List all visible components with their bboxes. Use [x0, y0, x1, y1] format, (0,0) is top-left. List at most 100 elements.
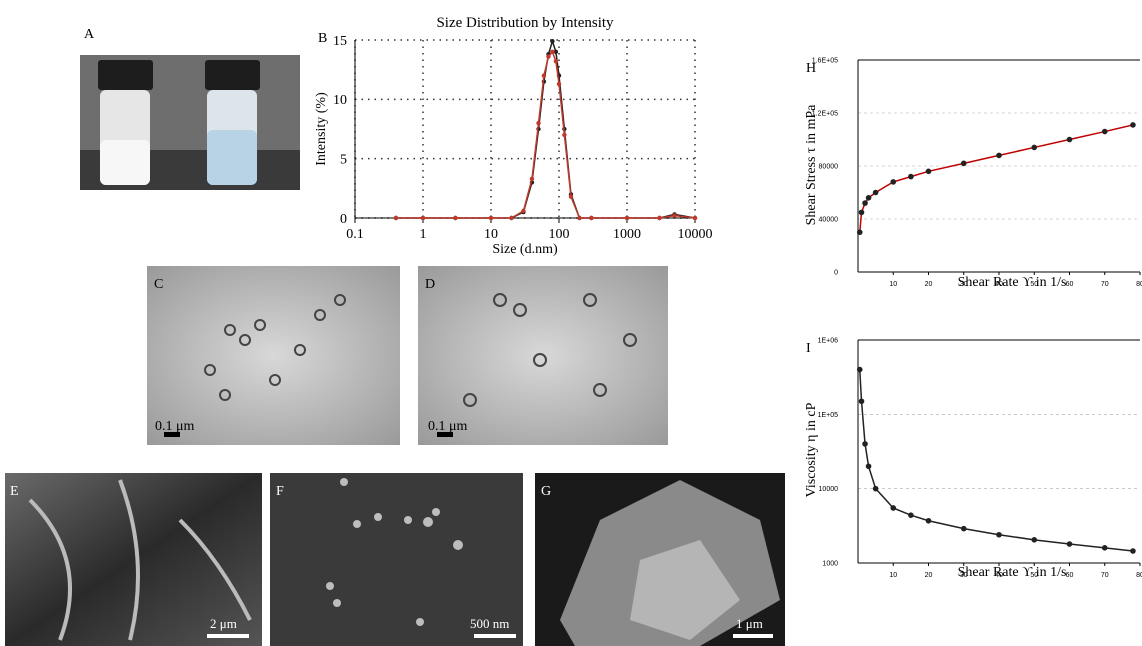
scale-label: 500 nm	[470, 616, 509, 631]
data-point	[873, 486, 879, 492]
photo-a	[80, 55, 300, 190]
x-tick-label: 20	[925, 572, 933, 579]
data-point	[657, 216, 661, 220]
scale-label: 1 μm	[736, 616, 763, 631]
x-tick-label: 70	[1101, 572, 1109, 579]
data-point	[554, 59, 558, 63]
panel-label: C	[154, 277, 163, 292]
x-axis-label: Size (d.nm)	[492, 242, 558, 257]
data-point	[625, 216, 629, 220]
data-point	[672, 213, 676, 217]
series-line	[860, 370, 1133, 551]
data-point	[562, 133, 566, 137]
data-point	[589, 216, 593, 220]
data-point	[557, 82, 561, 86]
y-axis-label: Viscosity η in cP	[804, 402, 819, 497]
figure: A C 0.1 μm D 0.1 μm E 2 μm F 500 nm G 1 …	[0, 0, 1142, 646]
data-point	[1130, 548, 1136, 554]
data-point	[1102, 129, 1108, 135]
data-point	[693, 216, 697, 220]
y-tick-label: 1000	[822, 560, 838, 567]
data-point	[489, 216, 493, 220]
x-tick-label: 70	[1101, 281, 1109, 288]
x-tick-label: 100	[549, 227, 570, 242]
data-point	[421, 216, 425, 220]
data-point	[866, 195, 872, 201]
data-point	[1067, 137, 1073, 143]
data-point	[1031, 537, 1037, 543]
x-tick-label: 10	[889, 572, 897, 579]
y-tick-label: 10000	[819, 486, 839, 493]
data-point	[859, 210, 865, 216]
y-tick-label: 0	[340, 212, 347, 227]
y-tick-label: 5	[340, 153, 347, 168]
data-point	[1031, 145, 1037, 151]
x-tick-label: 10000	[678, 227, 713, 242]
x-tick-label: 10	[889, 281, 897, 288]
panel-label: A	[84, 27, 95, 42]
scale-label: 2 μm	[210, 616, 237, 631]
data-point	[873, 190, 879, 196]
data-point	[890, 179, 896, 185]
panel-label: B	[318, 31, 327, 46]
data-point	[961, 161, 967, 167]
x-tick-label: 1	[420, 227, 427, 242]
y-axis-label: Shear Stress τ in mPa	[804, 104, 819, 226]
data-point	[996, 532, 1002, 538]
data-point	[857, 229, 863, 235]
y-tick-label: 0	[834, 269, 838, 276]
data-point	[542, 73, 546, 77]
panel-label: G	[541, 484, 551, 499]
data-point	[509, 216, 513, 220]
x-tick-label: 20	[925, 281, 933, 288]
data-point	[859, 398, 865, 404]
data-point	[1130, 122, 1136, 128]
data-point	[521, 209, 525, 213]
x-tick-label: 80	[1136, 572, 1142, 579]
data-point	[569, 194, 573, 198]
scale-label: 0.1 μm	[155, 419, 195, 434]
x-tick-label: 10	[484, 227, 498, 242]
series-line	[860, 125, 1133, 232]
data-point	[394, 216, 398, 220]
data-point	[550, 39, 554, 43]
data-point	[908, 174, 914, 180]
x-axis-label: Shear Rate ϒ in 1/s	[958, 275, 1067, 290]
x-tick-label: 0.1	[346, 227, 364, 242]
panel-label: I	[806, 341, 811, 356]
data-point	[546, 54, 550, 58]
scale-bar	[733, 634, 773, 638]
chart-title: Size Distribution by Intensity	[436, 15, 614, 31]
y-tick-label: 10	[333, 93, 347, 108]
data-point	[862, 441, 868, 447]
data-point	[926, 169, 932, 175]
panel-label: H	[806, 61, 816, 76]
data-point	[996, 153, 1002, 159]
y-tick-label: 1E+06	[818, 337, 839, 344]
panel-label: D	[425, 277, 435, 292]
data-point	[857, 367, 863, 373]
data-point	[536, 121, 540, 125]
scale-bar	[207, 634, 249, 638]
data-point	[530, 177, 534, 181]
x-tick-label: 60	[1066, 281, 1074, 288]
data-point	[961, 526, 967, 532]
y-axis-label: Intensity (%)	[314, 92, 329, 166]
y-tick-label: 80000	[819, 163, 839, 170]
data-point	[1067, 541, 1073, 547]
panel-label: F	[276, 484, 284, 499]
y-tick-label: 15	[333, 34, 347, 49]
data-point	[908, 512, 914, 518]
data-point	[577, 216, 581, 220]
scale-label: 0.1 μm	[428, 419, 468, 434]
scale-bar	[474, 634, 516, 638]
data-point	[926, 518, 932, 524]
data-point	[866, 463, 872, 469]
panel-label: E	[10, 484, 19, 499]
y-tick-label: 1E+05	[818, 412, 839, 419]
x-tick-label: 1000	[613, 227, 641, 242]
data-point	[550, 50, 554, 54]
x-tick-label: 60	[1066, 572, 1074, 579]
data-point	[890, 505, 896, 511]
x-tick-label: 80	[1136, 281, 1142, 288]
